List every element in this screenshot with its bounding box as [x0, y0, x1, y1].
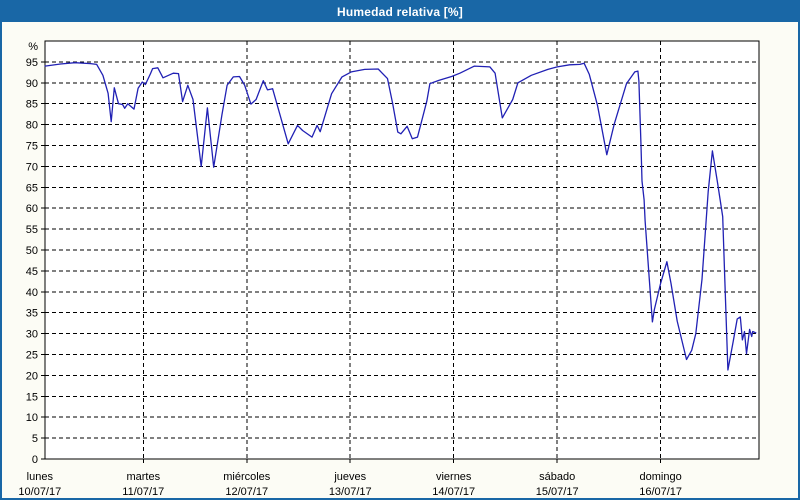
- x-date-label: 12/07/17: [225, 486, 268, 498]
- series-line: [44, 62, 757, 371]
- y-tick-label: 85: [26, 99, 38, 111]
- x-date-label: 11/07/17: [122, 486, 164, 498]
- y-tick-label: 30: [26, 329, 38, 341]
- y-tick-label: 55: [26, 224, 38, 236]
- x-date-label: 13/07/17: [329, 486, 372, 498]
- x-date-label: 15/07/17: [536, 486, 579, 498]
- y-tick-label: 0: [32, 454, 38, 466]
- y-tick-label: 10: [26, 412, 38, 424]
- x-date-label: 16/07/17: [639, 486, 682, 498]
- x-day-label: martes: [126, 471, 160, 483]
- y-tick-label: 50: [26, 245, 38, 257]
- y-tick-label: 60: [26, 203, 38, 215]
- y-tick-label: 40: [26, 287, 38, 299]
- x-day-label: miércoles: [223, 471, 271, 483]
- x-date-label: 10/07/17: [18, 486, 61, 498]
- titlebar: Humedad relativa [%]: [2, 2, 798, 22]
- y-tick-label: 95: [26, 57, 38, 69]
- x-day-label: domingo: [640, 471, 682, 483]
- y-tick-label: 25: [26, 350, 38, 362]
- y-tick-label: 5: [32, 433, 38, 445]
- x-day-label: jueves: [333, 471, 366, 483]
- y-tick-label: 15: [26, 391, 38, 403]
- y-tick-label: 80: [26, 120, 38, 132]
- x-date-label: 14/07/17: [432, 486, 475, 498]
- y-axis-unit-label: %: [28, 41, 38, 53]
- x-day-label: viernes: [436, 471, 472, 483]
- y-tick-label: 45: [26, 266, 38, 278]
- y-tick-label: 90: [26, 78, 38, 90]
- y-tick-label: 65: [26, 182, 38, 194]
- chart-content: 0 5 10 15 20 25 30 35 40 45 50 55 60 65 70 75 80 85 90 95% l…: [2, 22, 798, 498]
- y-tick-label: 35: [26, 308, 38, 320]
- x-day-label: sábado: [539, 471, 575, 483]
- humidity-chart: 0 5 10 15 20 25 30 35 40 45 50 55 60 65 70 75 80 85 90 95% l…: [18, 40, 760, 498]
- x-day-label: lunes: [27, 471, 54, 483]
- y-tick-label: 70: [26, 161, 38, 173]
- y-tick-label: 20: [26, 370, 38, 382]
- window-title: Humedad relativa [%]: [336, 5, 464, 19]
- y-tick-label: 75: [26, 141, 38, 153]
